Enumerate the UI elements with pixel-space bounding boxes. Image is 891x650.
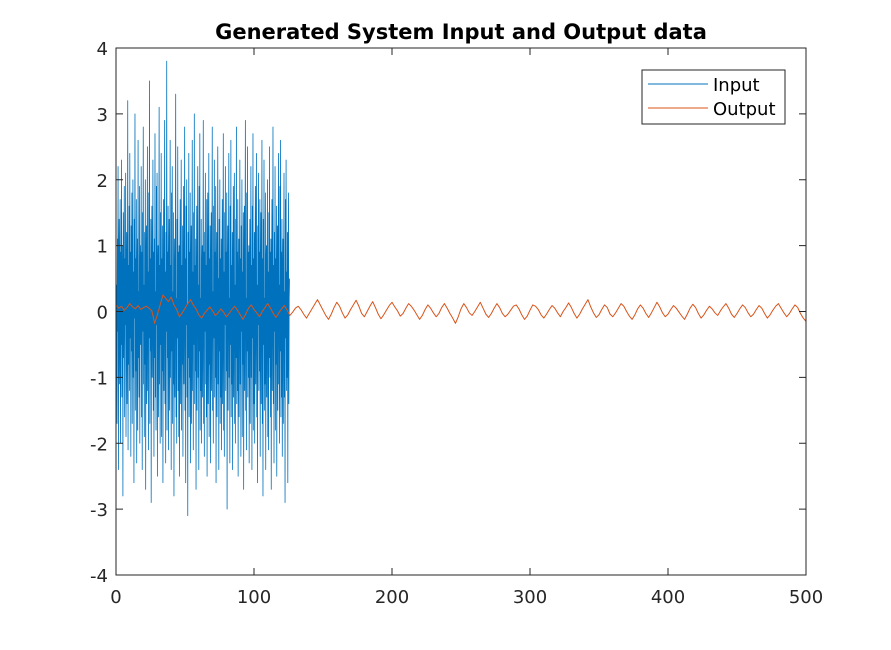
x-tick-label: 400 bbox=[651, 587, 685, 608]
legend-box bbox=[641, 69, 786, 125]
legend: Input Output bbox=[641, 69, 786, 125]
x-tick-label: 0 bbox=[110, 587, 121, 608]
y-tick-label: 2 bbox=[97, 171, 108, 192]
legend-label-output: Output bbox=[713, 99, 776, 120]
y-tick-label: -3 bbox=[90, 500, 108, 521]
x-tick-label: 300 bbox=[513, 587, 547, 608]
x-tick-label: 200 bbox=[375, 587, 409, 608]
y-tick-label: 4 bbox=[97, 39, 108, 60]
axis-layer: 0 100 200 300 400 500 -4 -3 -2 -1 0 1 2 3 4 bbox=[90, 39, 823, 608]
y-tick-label: 3 bbox=[97, 105, 108, 126]
y-tick-label: -1 bbox=[90, 368, 108, 389]
x-tick-label: 500 bbox=[789, 587, 823, 608]
chart-title: Generated System Input and Output data bbox=[215, 20, 707, 44]
series-line-output bbox=[115, 294, 807, 324]
legend-label-input: Input bbox=[713, 75, 760, 96]
y-tick-label: 1 bbox=[97, 237, 108, 258]
y-tick-label: -4 bbox=[90, 566, 108, 587]
y-tick-label: -2 bbox=[90, 434, 108, 455]
series-line-input bbox=[115, 60, 290, 517]
series-layer bbox=[115, 60, 807, 517]
y-tick-label: 0 bbox=[97, 303, 108, 324]
x-tick-label: 100 bbox=[237, 587, 271, 608]
